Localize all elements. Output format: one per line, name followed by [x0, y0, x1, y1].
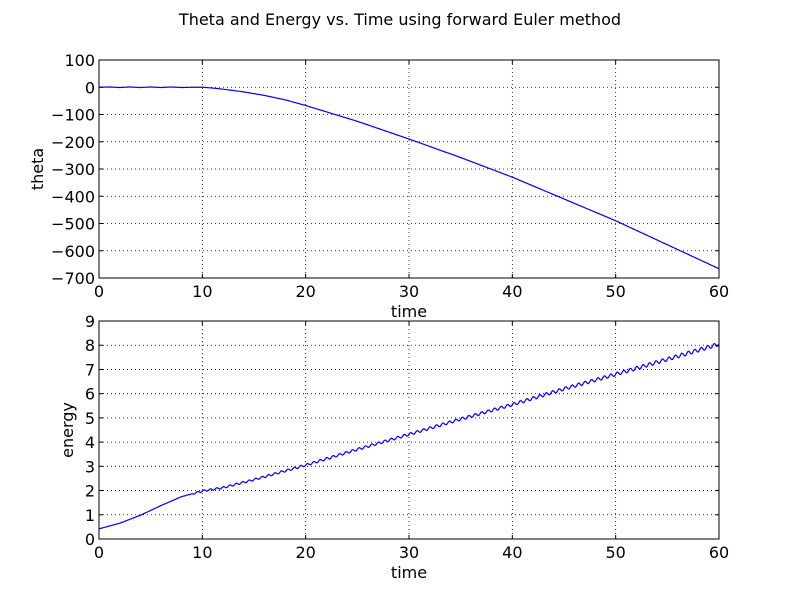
theta-x-tick-label: 0 — [94, 282, 104, 301]
energy-x-tick-label: 0 — [94, 543, 104, 562]
energy-y-tick-label: 7 — [85, 360, 95, 379]
energy-y-tick-label: 4 — [85, 433, 95, 452]
theta-y-tick-label: −500 — [51, 215, 95, 234]
energy-y-tick-label: 9 — [85, 312, 95, 331]
energy-x-tick-label: 20 — [295, 543, 315, 562]
theta-y-tick-label: −600 — [51, 242, 95, 261]
theta-x-tick-label: 30 — [399, 282, 419, 301]
energy-x-tick-label: 60 — [709, 543, 729, 562]
energy-x-axis-label: time — [391, 563, 427, 582]
energy-y-tick-label: 1 — [85, 506, 95, 525]
energy-x-tick-label: 30 — [399, 543, 419, 562]
energy-series-line — [98, 343, 720, 530]
energy-x-tick-label: 10 — [192, 543, 212, 562]
energy-x-tick-label: 40 — [502, 543, 522, 562]
energy-y-tick-label: 3 — [85, 457, 95, 476]
theta-y-tick-label: 0 — [85, 78, 95, 97]
theta-x-tick-label: 60 — [709, 282, 729, 301]
theta-y-tick-label: 100 — [64, 51, 95, 70]
theta-x-tick-label: 40 — [502, 282, 522, 301]
theta-x-tick-label: 20 — [295, 282, 315, 301]
theta-y-tick-label: −700 — [51, 269, 95, 288]
energy-y-tick-label: 8 — [85, 336, 95, 355]
theta-series-line — [98, 86, 720, 270]
theta-x-axis-label: time — [391, 302, 427, 321]
theta-x-tick-label: 50 — [605, 282, 625, 301]
theta-plot: 0 10 20 30 40 50 60 100 0 −100 −200 −300 −400 −500 −60… — [28, 51, 729, 321]
theta-y-tick-label: −200 — [51, 133, 95, 152]
theta-x-tick-label: 10 — [192, 282, 212, 301]
theta-y-tick-label: −300 — [51, 160, 95, 179]
energy-y-tick-label: 5 — [85, 409, 95, 428]
figure-title: Theta and Energy vs. Time using forward … — [178, 10, 621, 29]
energy-x-tick-label: 50 — [605, 543, 625, 562]
theta-y-axis-label: theta — [28, 148, 47, 190]
energy-y-tick-label: 0 — [85, 530, 95, 549]
theta-y-tick-label: −100 — [51, 106, 95, 125]
energy-y-tick-label: 6 — [85, 385, 95, 404]
energy-y-axis-label: energy — [58, 402, 77, 458]
energy-y-tick-label: 2 — [85, 482, 95, 501]
theta-y-tick-label: −400 — [51, 187, 95, 206]
